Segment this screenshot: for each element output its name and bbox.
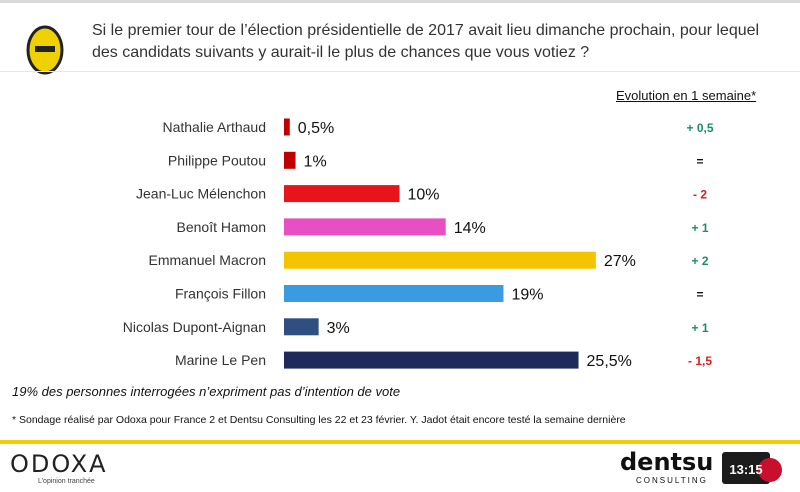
value-label: 1% [304,153,327,170]
survey-footnote: * Sondage réalisé par Odoxa pour France … [12,414,626,426]
odoxa-emblem-icon [26,25,64,75]
value-label: 14% [454,220,486,237]
badge-label: 13:15 [729,462,762,477]
poll-question: Si le premier tour de l’élection préside… [92,22,760,61]
candidate-label: Emmanuel Macron [149,252,267,268]
candidate-label: Nicolas Dupont-Aignan [123,319,266,335]
bar [284,351,579,369]
evolution-value: = [696,288,703,302]
candidate-label: Philippe Poutou [168,152,266,168]
evolution-value: = [696,154,703,168]
title-divider [0,71,800,72]
top-border [0,0,800,3]
footer-divider [0,440,800,444]
value-label: 19% [511,287,543,304]
candidate-label: Marine Le Pen [175,352,266,368]
evolution-value: - 2 [693,188,707,202]
odoxa-tagline: L’opinion tranchée [38,478,95,485]
no-intention-note: 19% des personnes interrogées n’exprimen… [12,384,401,399]
odoxa-logo: ODOXA [10,450,108,478]
candidate-label: Jean-Luc Mélenchon [136,186,266,202]
evolution-header: Evolution en 1 semaine* [616,88,757,103]
bar [284,185,400,203]
bar [284,285,504,302]
dentsu-consulting-label: CONSULTING [636,476,708,485]
bar [284,218,446,236]
evolution-value: + 1 [691,221,708,235]
evolution-value: + 0,5 [686,121,713,135]
value-label: 25,5% [587,353,632,370]
france2-1315-badge: 13:15 [722,452,782,484]
bar [284,118,290,136]
evolution-value: - 1,5 [688,354,712,368]
bar [284,251,596,269]
vote-intention-chart: Nathalie Arthaud 0,5% + 0,5 Philippe Poutou… [123,118,714,370]
evolution-value: + 2 [691,254,708,268]
candidate-label: Benoît Hamon [177,219,267,235]
value-label: 27% [604,253,636,270]
candidate-label: François Fillon [175,286,266,302]
bar [284,318,319,336]
dentsu-logo: dentsu [620,448,714,476]
candidate-label: Nathalie Arthaud [162,119,266,135]
value-label: 10% [408,187,440,204]
value-label: 0,5% [298,120,334,137]
bar [284,151,296,169]
evolution-value: + 1 [691,321,708,335]
value-label: 3% [327,320,350,337]
